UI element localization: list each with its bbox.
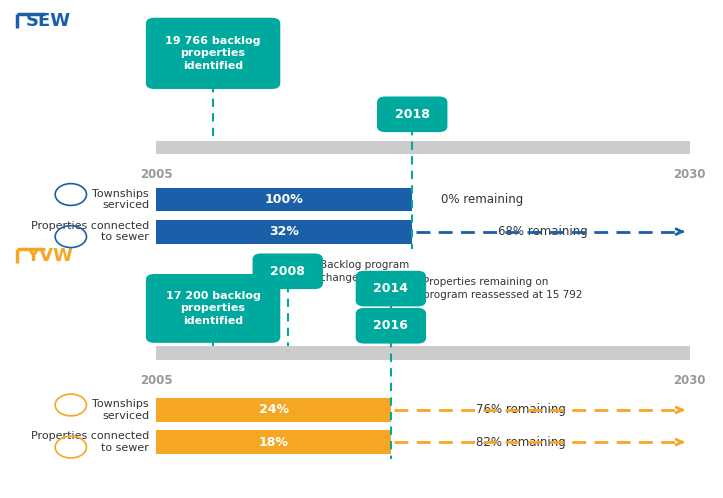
Text: 2030: 2030 <box>673 374 706 387</box>
FancyBboxPatch shape <box>377 97 448 132</box>
Text: 2030: 2030 <box>673 168 706 181</box>
FancyBboxPatch shape <box>146 274 281 343</box>
Text: Townships
serviced: Townships serviced <box>93 399 149 421</box>
Text: 76% remaining: 76% remaining <box>476 403 566 416</box>
Text: Townships
serviced: Townships serviced <box>93 189 149 210</box>
Text: 100%: 100% <box>265 193 304 206</box>
Text: 2008: 2008 <box>270 265 305 278</box>
Text: SEW: SEW <box>26 11 71 30</box>
Text: 17 200 backlog
properties
identified: 17 200 backlog properties identified <box>166 291 260 326</box>
Text: Backlog program
changed to CSP: Backlog program changed to CSP <box>320 259 409 283</box>
Bar <box>156 430 391 454</box>
Text: YVW: YVW <box>26 247 73 265</box>
Text: 19 766 backlog
properties
identified: 19 766 backlog properties identified <box>166 36 261 71</box>
Bar <box>156 346 690 360</box>
FancyBboxPatch shape <box>146 18 281 89</box>
FancyBboxPatch shape <box>252 253 323 289</box>
Text: 68% remaining: 68% remaining <box>497 225 587 238</box>
Bar <box>156 188 412 211</box>
Text: Properties connected
to sewer: Properties connected to sewer <box>31 431 149 453</box>
Text: 2014: 2014 <box>373 282 408 295</box>
FancyBboxPatch shape <box>356 271 426 306</box>
Text: 18%: 18% <box>259 436 288 449</box>
Bar <box>156 140 690 154</box>
Bar <box>156 398 391 422</box>
Text: 2016: 2016 <box>374 319 408 332</box>
Text: 24%: 24% <box>259 403 288 416</box>
Text: 2005: 2005 <box>140 374 173 387</box>
Text: 32%: 32% <box>269 225 299 238</box>
FancyBboxPatch shape <box>356 308 426 344</box>
Text: 2005: 2005 <box>140 168 173 181</box>
Text: 0% remaining: 0% remaining <box>441 193 523 206</box>
Bar <box>156 220 412 244</box>
Text: Properties remaining on
program reassessed at 15 792: Properties remaining on program reassess… <box>423 277 583 300</box>
Text: Properties connected
to sewer: Properties connected to sewer <box>31 221 149 243</box>
Text: 2018: 2018 <box>395 108 429 121</box>
Text: 82% remaining: 82% remaining <box>476 436 566 449</box>
